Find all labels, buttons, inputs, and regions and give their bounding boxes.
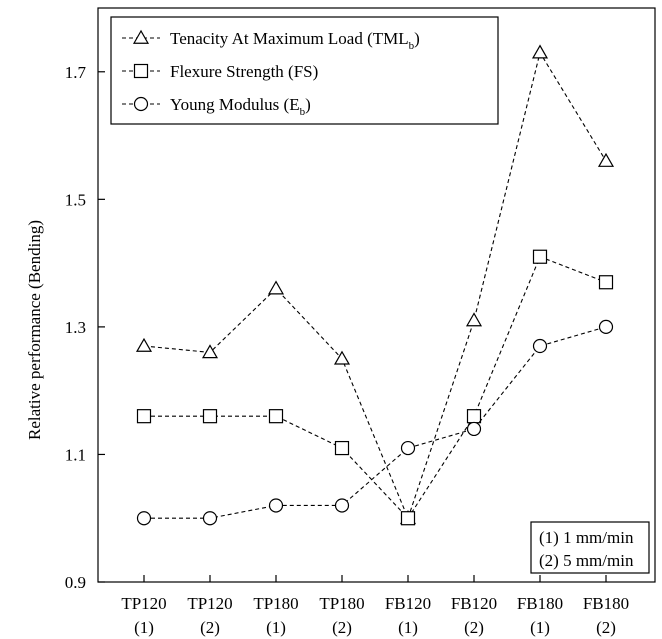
- x-tick-label: TP180: [253, 594, 298, 613]
- data-point: [468, 410, 481, 423]
- x-tick-label: FB180: [517, 594, 563, 613]
- x-axis: TP120 (1) TP120 (2) TP180 (1) TP180 (2) FB120 (1)…: [121, 575, 629, 637]
- x-tick-sublabel: (1): [530, 618, 550, 637]
- x-tick-sublabel: (2): [596, 618, 616, 637]
- data-point: [204, 410, 217, 423]
- data-point: [204, 512, 217, 525]
- legend-marker: [135, 65, 148, 78]
- x-tick-sublabel: (1): [266, 618, 286, 637]
- y-axis: 0.9 1.1 1.3 1.5 1.7: [65, 63, 105, 592]
- series-square: [138, 250, 613, 524]
- series-line: [144, 257, 606, 518]
- y-tick-label: 1.1: [65, 445, 86, 464]
- x-tick-label: FB120: [385, 594, 431, 613]
- y-tick-label: 1.3: [65, 318, 86, 337]
- data-point: [138, 410, 151, 423]
- legend: Tenacity At Maximum Load (TMLb)Flexure S…: [111, 17, 498, 124]
- x-tick-sublabel: (1): [398, 618, 418, 637]
- data-point: [402, 442, 415, 455]
- data-point: [270, 499, 283, 512]
- x-tick-sublabel: (1): [134, 618, 154, 637]
- data-point: [336, 499, 349, 512]
- rate-note-box: (1) 1 mm/min (2) 5 mm/min: [531, 522, 649, 573]
- data-point: [534, 340, 547, 353]
- data-point: [336, 442, 349, 455]
- data-point: [533, 46, 547, 58]
- x-tick-label: FB120: [451, 594, 497, 613]
- x-tick-sublabel: (2): [332, 618, 352, 637]
- data-point: [468, 422, 481, 435]
- data-point: [270, 410, 283, 423]
- y-axis-label: Relative performance (Bending): [25, 220, 44, 440]
- data-point: [600, 320, 613, 333]
- x-tick-label: FB180: [583, 594, 629, 613]
- y-tick-label: 1.7: [65, 63, 87, 82]
- data-point: [599, 154, 613, 166]
- x-tick-sublabel: (2): [464, 618, 484, 637]
- x-tick-sublabel: (2): [200, 618, 220, 637]
- y-tick-label: 0.9: [65, 573, 86, 592]
- data-point: [402, 512, 415, 525]
- data-point: [534, 250, 547, 263]
- x-tick-label: TP180: [319, 594, 364, 613]
- x-tick-label: TP120: [187, 594, 232, 613]
- data-point: [467, 314, 481, 326]
- legend-label: Flexure Strength (FS): [170, 62, 318, 81]
- data-point: [137, 339, 151, 351]
- legend-marker: [135, 98, 148, 111]
- x-tick-label: TP120: [121, 594, 166, 613]
- y-tick-label: 1.5: [65, 190, 86, 209]
- note-line: (2) 5 mm/min: [539, 551, 634, 570]
- data-point: [269, 282, 283, 294]
- data-point: [138, 512, 151, 525]
- data-point: [600, 276, 613, 289]
- note-line: (1) 1 mm/min: [539, 528, 634, 547]
